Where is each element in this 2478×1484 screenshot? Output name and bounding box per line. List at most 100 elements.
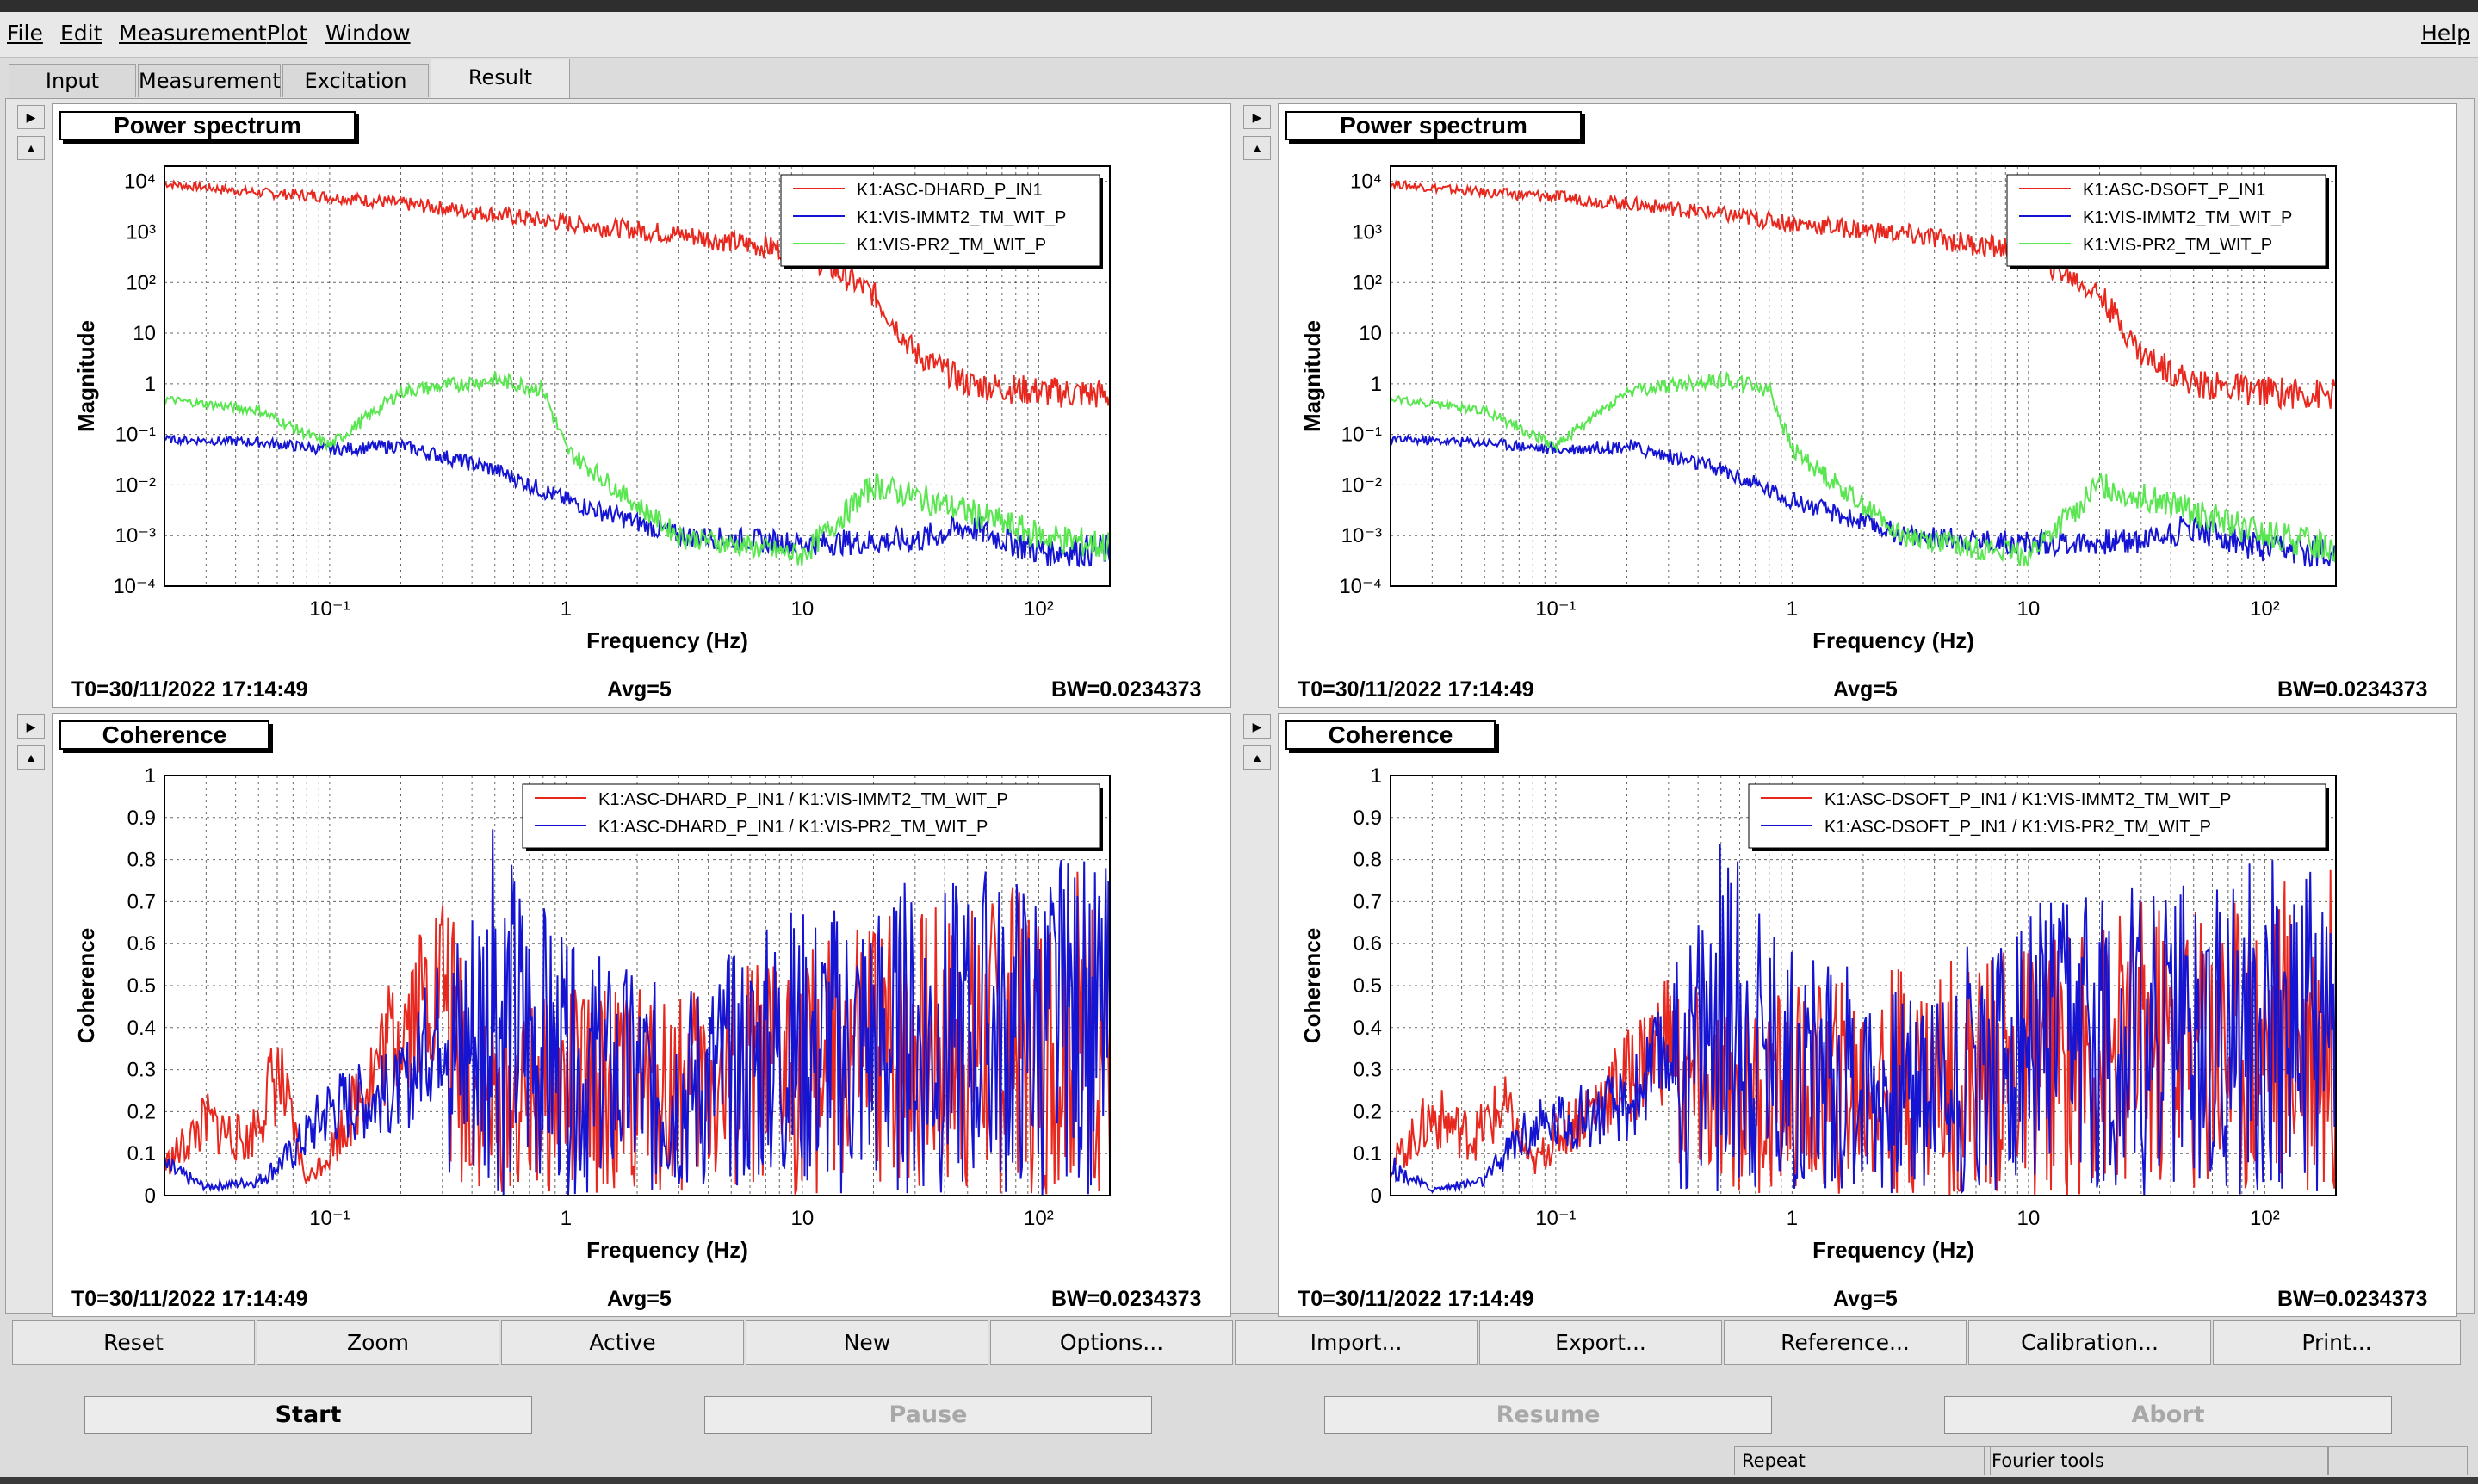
panel-title: Power spectrum (59, 111, 356, 140)
import-button[interactable]: Import... (1235, 1320, 1478, 1365)
y-tick-label: 10³ (126, 220, 156, 244)
panel-4-collapse-button[interactable]: ▲ (1243, 745, 1271, 770)
menu-edit[interactable]: Edit (60, 21, 102, 46)
y-axis-label: Coherence (73, 928, 99, 1043)
x-tick-label: 10 (2017, 1207, 2041, 1230)
x-tick-label: 10² (2250, 1207, 2280, 1230)
coherence-plot[interactable]: 10⁻¹ 1 10 10²00.10.20.30.40.50.60.70.80.91F… (53, 714, 1230, 1316)
zoom-button[interactable]: Zoom (257, 1320, 499, 1365)
power-spectrum-plot[interactable]: 10⁻¹ 1 10 10² 10⁻⁴ 10⁻³ 10⁻² 10⁻¹ 1 10 10² 10³ 10⁴ Fr… (1279, 104, 2456, 707)
tab-result[interactable]: Result (431, 59, 570, 99)
legend-box (2006, 174, 2326, 267)
panel-1-expand-button[interactable]: ▶ (17, 105, 45, 129)
x-axis-label: Frequency (Hz) (1812, 628, 1974, 653)
legend-entry: K1:ASC-DSOFT_P_IN1 (2083, 181, 2265, 200)
series-line-0 (1390, 179, 2337, 411)
new-button[interactable]: New (746, 1320, 988, 1365)
y-tick-label: 10⁻² (115, 473, 156, 497)
y-tick-label: 0.1 (1354, 1142, 1382, 1166)
plot-panel-3[interactable]: 10⁻¹ 1 10 10² 0 0.1 0.2 0.3 0.4 0.5 0.6 0.7 0.8 0.9 1 F… (52, 713, 1231, 1317)
menu-help-label: Help (2421, 21, 2470, 46)
status-fourier-tools: Fourier tools (1984, 1446, 2328, 1475)
footer-bw: BW=0.0234373 (2277, 677, 2428, 702)
menu-window[interactable]: Window (325, 21, 411, 46)
panel-1-collapse-button[interactable]: ▲ (17, 136, 45, 160)
y-tick-label: 10⁻⁴ (1339, 575, 1382, 598)
y-tick-label: 10⁻¹ (1341, 424, 1382, 447)
y-tick-label: 0 (1371, 1184, 1382, 1208)
x-tick-label: 1 (561, 1207, 572, 1230)
x-tick-label: 10 (791, 1207, 815, 1230)
footer-avg: Avg=5 (607, 1287, 672, 1311)
panel-title: Coherence (59, 720, 269, 750)
y-tick-label: 10⁻⁴ (113, 575, 156, 598)
x-tick-label: 1 (1787, 1207, 1798, 1230)
footer-bw: BW=0.0234373 (1051, 677, 1202, 702)
options-button[interactable]: Options... (990, 1320, 1233, 1365)
abort-button[interactable]: Abort (1944, 1396, 2392, 1434)
power-spectrum-plot[interactable]: 10⁻¹ 1 10 10² 10⁻⁴ 10⁻³ 10⁻² 10⁻¹ 1 10 10² 10³ 10⁴ Fr… (53, 104, 1230, 707)
pause-button[interactable]: Pause (704, 1396, 1152, 1434)
x-axis-label: Frequency (Hz) (586, 628, 748, 653)
y-tick-label: 10⁻³ (115, 524, 156, 547)
taskbar (0, 1477, 2478, 1484)
series-line-2 (1390, 371, 2337, 567)
y-tick-label: 10 (1359, 322, 1382, 345)
panel-3-expand-button[interactable]: ▶ (17, 714, 45, 739)
menu-file[interactable]: File (7, 21, 43, 46)
tab-measurement[interactable]: Measurement (138, 64, 281, 97)
y-tick-label: 0.3 (127, 1059, 156, 1082)
menu-measurement[interactable]: Measurement (119, 21, 267, 46)
status-extra (2328, 1446, 2468, 1475)
menu-plot-label: Plot (267, 21, 308, 46)
legend-entry: K1:ASC-DSOFT_P_IN1 / K1:VIS-IMMT2_TM_WIT… (1824, 790, 2231, 809)
x-tick-label: 10⁻¹ (1535, 597, 1576, 621)
y-tick-label: 0.4 (127, 1017, 156, 1040)
panel-3-collapse-button[interactable]: ▲ (17, 745, 45, 770)
tab-excitation[interactable]: Excitation (282, 64, 429, 97)
y-tick-label: 0.8 (1354, 849, 1382, 872)
y-tick-label: 10⁴ (124, 170, 156, 194)
reference-button[interactable]: Reference... (1724, 1320, 1967, 1365)
x-tick-label: 10⁻¹ (309, 597, 350, 621)
y-tick-label: 0.2 (1354, 1100, 1382, 1123)
footer-t0: T0=30/11/2022 17:14:49 (1298, 1287, 1534, 1311)
resume-button[interactable]: Resume (1324, 1396, 1772, 1434)
plot-panel-1[interactable]: 10⁻¹ 1 10 10² 10⁻⁴ 10⁻³ 10⁻² 10⁻¹ 1 10 10² 10³ 10⁴ Fr… (52, 103, 1231, 708)
y-tick-label: 10³ (1352, 220, 1382, 244)
active-button[interactable]: Active (501, 1320, 744, 1365)
x-tick-label: 10⁻¹ (309, 1207, 350, 1230)
export-button[interactable]: Export... (1479, 1320, 1722, 1365)
coherence-plot[interactable]: 10⁻¹ 1 10 10²00.10.20.30.40.50.60.70.80.91F… (1279, 714, 2456, 1316)
menu-window-label: Window (325, 21, 411, 46)
plot-panel-2[interactable]: 10⁻¹ 1 10 10² 10⁻⁴ 10⁻³ 10⁻² 10⁻¹ 1 10 10² 10³ 10⁴ Fr… (1278, 103, 2457, 708)
footer-avg: Avg=5 (1833, 677, 1898, 702)
footer-bw: BW=0.0234373 (2277, 1287, 2428, 1311)
start-button[interactable]: Start (84, 1396, 532, 1434)
footer-bw: BW=0.0234373 (1051, 1287, 1202, 1311)
y-tick-label: 10⁻² (1341, 473, 1382, 497)
menu-help[interactable]: Help (2421, 21, 2470, 46)
y-tick-label: 0.7 (1354, 890, 1382, 913)
panel-2-expand-button[interactable]: ▶ (1243, 105, 1271, 129)
y-tick-label: 0.6 (127, 932, 156, 955)
reset-button[interactable]: Reset (12, 1320, 255, 1365)
y-tick-label: 0.9 (1354, 807, 1382, 830)
legend-entry: K1:ASC-DSOFT_P_IN1 / K1:VIS-PR2_TM_WIT_P (1824, 818, 2211, 837)
legend-entry: K1:VIS-PR2_TM_WIT_P (857, 236, 1046, 255)
y-tick-label: 10² (1352, 271, 1382, 294)
tab-input[interactable]: Input (9, 64, 136, 97)
menu-bar: File Edit Measurement Plot Window Help (0, 12, 2478, 58)
legend: K1:ASC-DSOFT_P_IN1 / K1:VIS-IMMT2_TM_WIT… (1748, 783, 2329, 851)
calibration-button[interactable]: Calibration... (1968, 1320, 2211, 1365)
legend-box (522, 783, 1100, 849)
plot-panel-4[interactable]: 10⁻¹ 1 10 10² 0 0.1 0.2 0.3 0.4 0.5 0.6 0.7 0.8 0.9 1 F… (1278, 713, 2457, 1317)
plot-button-row: Reset Zoom Active New Options... Import.… (12, 1320, 2464, 1367)
print-button[interactable]: Print... (2213, 1320, 2461, 1365)
legend-box (1748, 783, 2326, 849)
legend-entry: K1:VIS-PR2_TM_WIT_P (2083, 236, 2272, 255)
panel-2-collapse-button[interactable]: ▲ (1243, 136, 1271, 160)
legend-entry: K1:VIS-IMMT2_TM_WIT_P (2083, 208, 2292, 227)
panel-4-expand-button[interactable]: ▶ (1243, 714, 1271, 739)
menu-plot[interactable]: Plot (267, 21, 307, 46)
